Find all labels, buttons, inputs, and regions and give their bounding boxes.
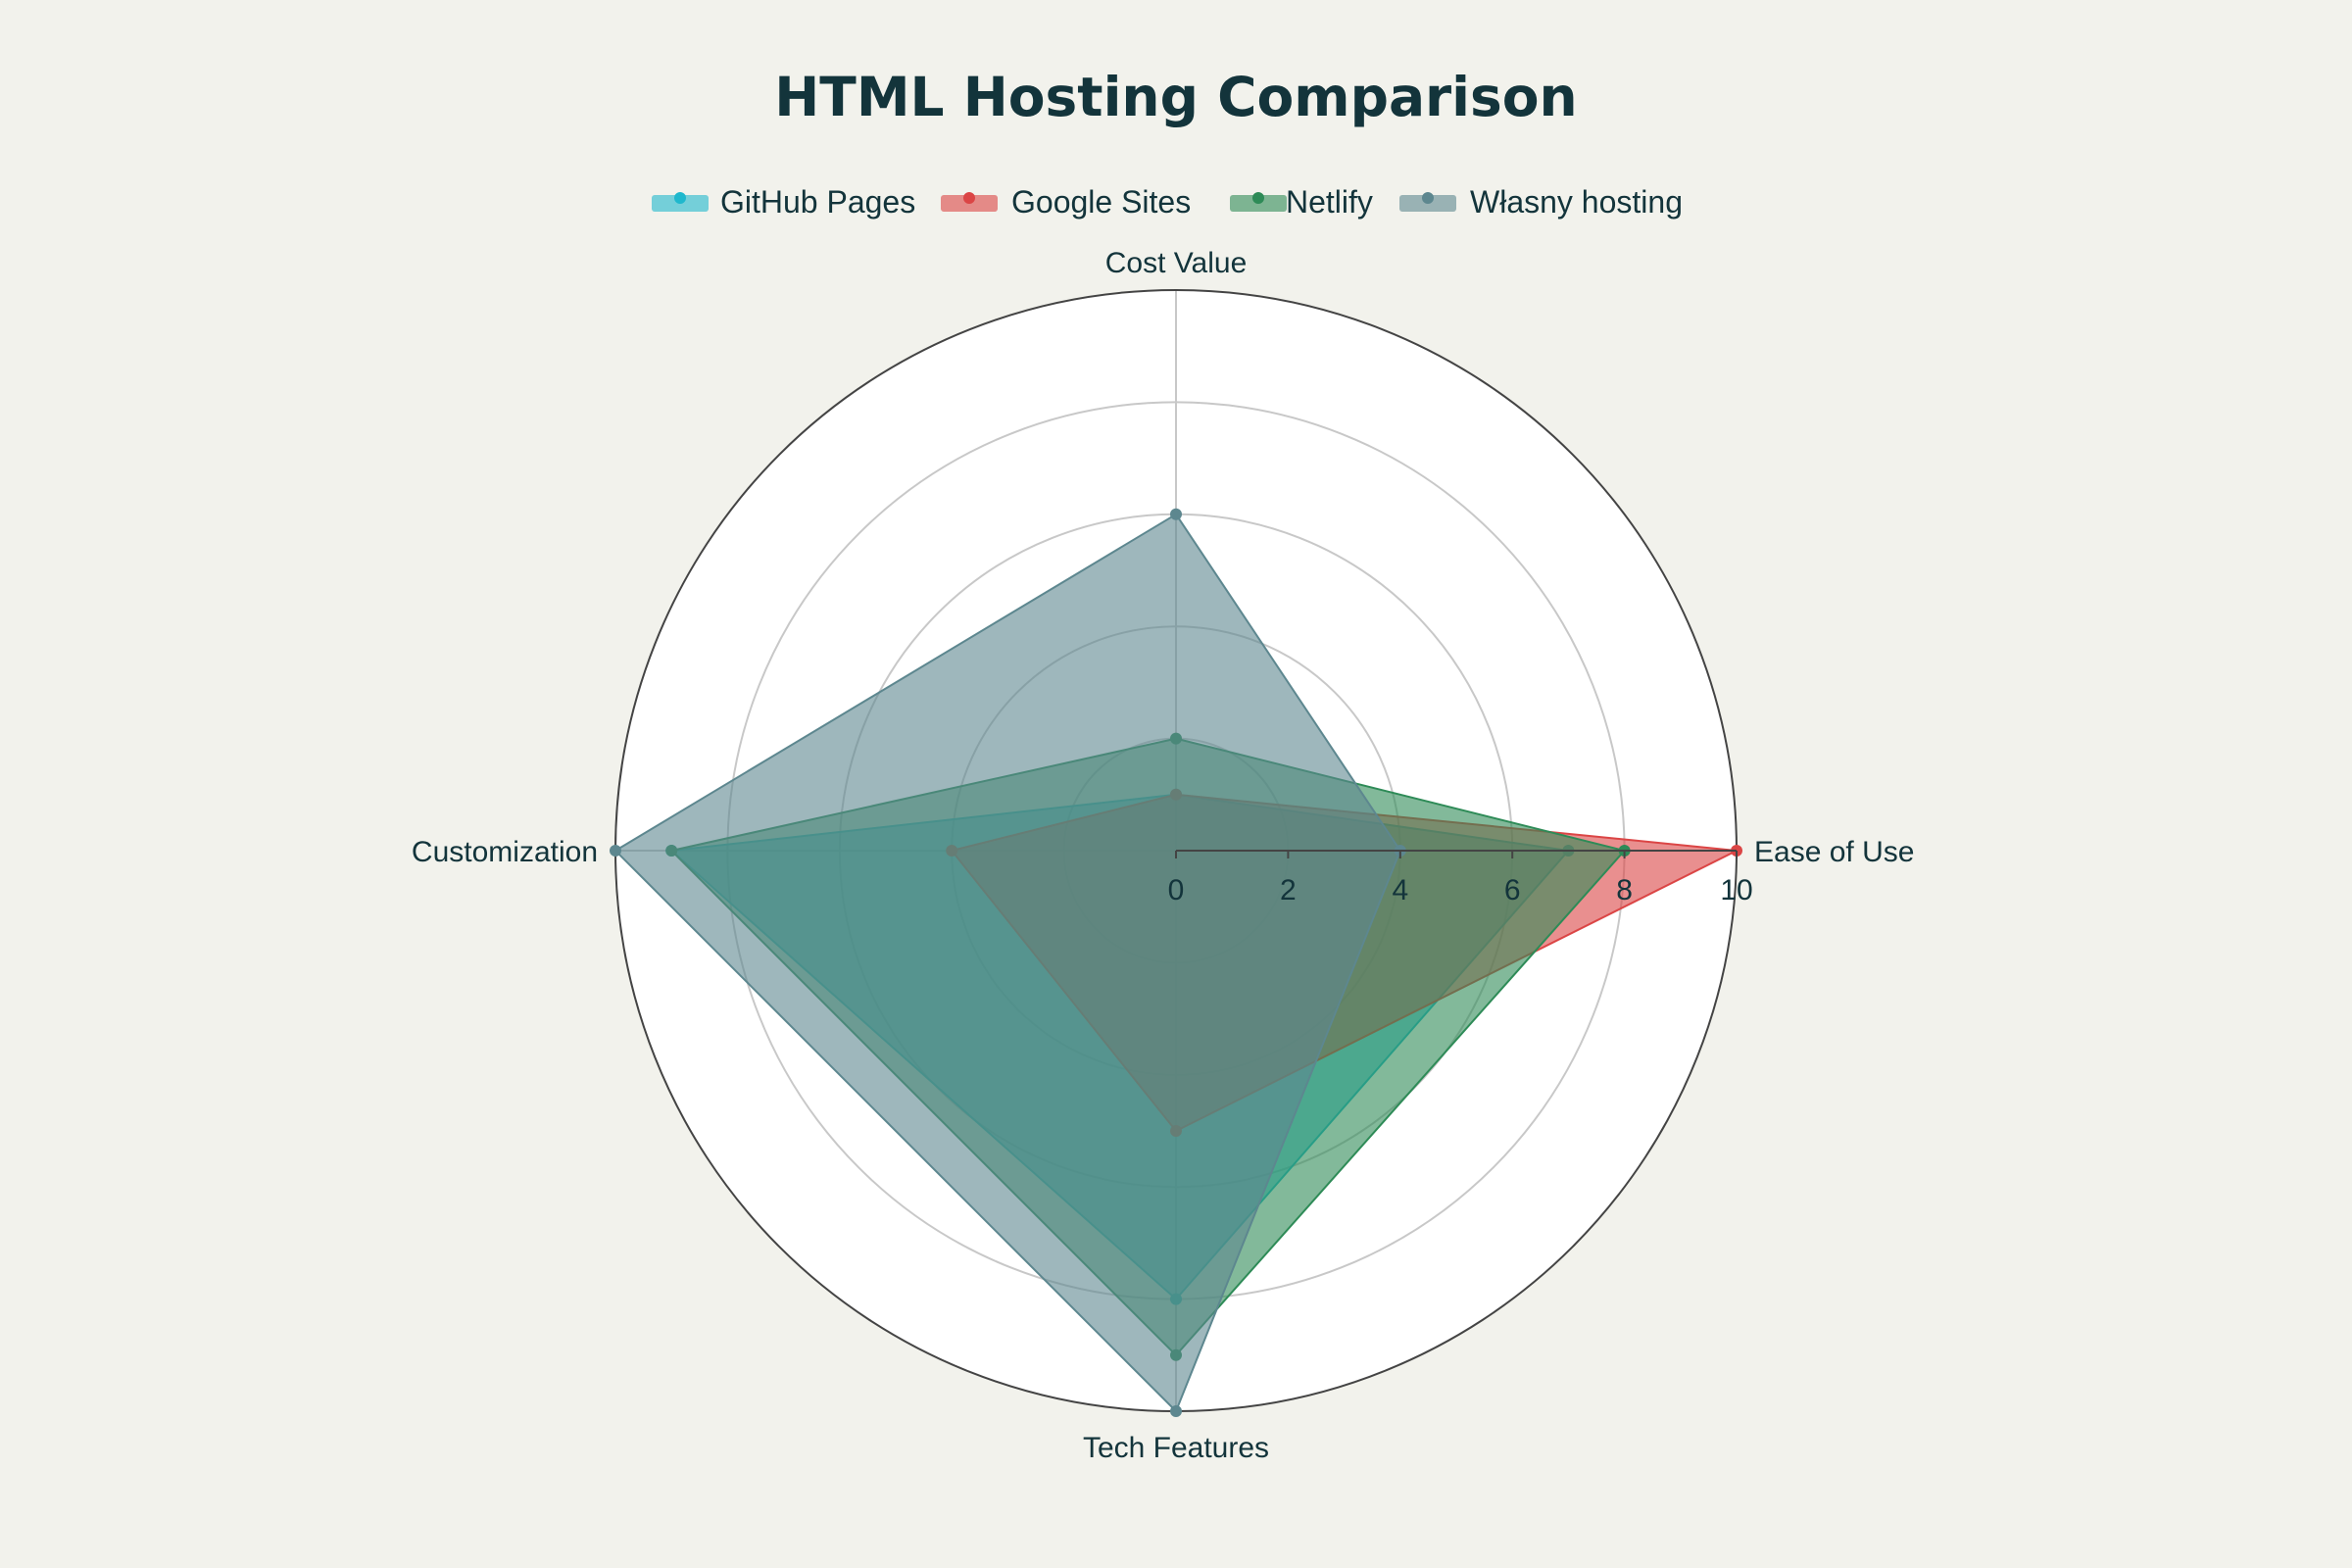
legend-marker: [674, 192, 686, 204]
data-point[interactable]: [610, 845, 621, 857]
data-point[interactable]: [1170, 1405, 1182, 1417]
radial-tick-label: 2: [1280, 874, 1297, 906]
legend-label: Google Sites: [1011, 184, 1191, 220]
legend-marker: [1422, 192, 1434, 204]
legend-marker: [963, 192, 975, 204]
legend-item-wlasny-hosting[interactable]: Własny hosting: [1399, 184, 1683, 220]
radial-tick-label: 0: [1168, 874, 1185, 906]
angular-axis-label: Cost Value: [1105, 247, 1248, 279]
plot-area: 0 2 4 6 8 10 Cost Value Ease of Use Tech Feature…: [412, 247, 1915, 1464]
legend: GitHub Pages Google Sites Netlify Własny…: [652, 184, 1683, 220]
legend-item-netlify[interactable]: Netlify: [1230, 184, 1373, 220]
radial-tick-label: 4: [1392, 874, 1408, 906]
angular-axis-label: Customization: [412, 836, 598, 868]
legend-label: GitHub Pages: [720, 184, 915, 220]
legend-label: Netlify: [1286, 184, 1373, 220]
data-point[interactable]: [1170, 508, 1182, 520]
legend-item-google-sites[interactable]: Google Sites: [941, 184, 1191, 220]
legend-label: Własny hosting: [1470, 184, 1683, 220]
angular-axis-label: Ease of Use: [1754, 836, 1914, 868]
legend-item-github-pages[interactable]: GitHub Pages: [652, 184, 915, 220]
angular-axis-label: Tech Features: [1083, 1432, 1269, 1464]
legend-marker: [1252, 192, 1264, 204]
radial-tick-label: 8: [1616, 874, 1633, 906]
chart-title: HTML Hosting Comparison: [774, 66, 1577, 128]
radial-tick-label: 10: [1720, 874, 1752, 906]
radial-tick-label: 6: [1504, 874, 1521, 906]
